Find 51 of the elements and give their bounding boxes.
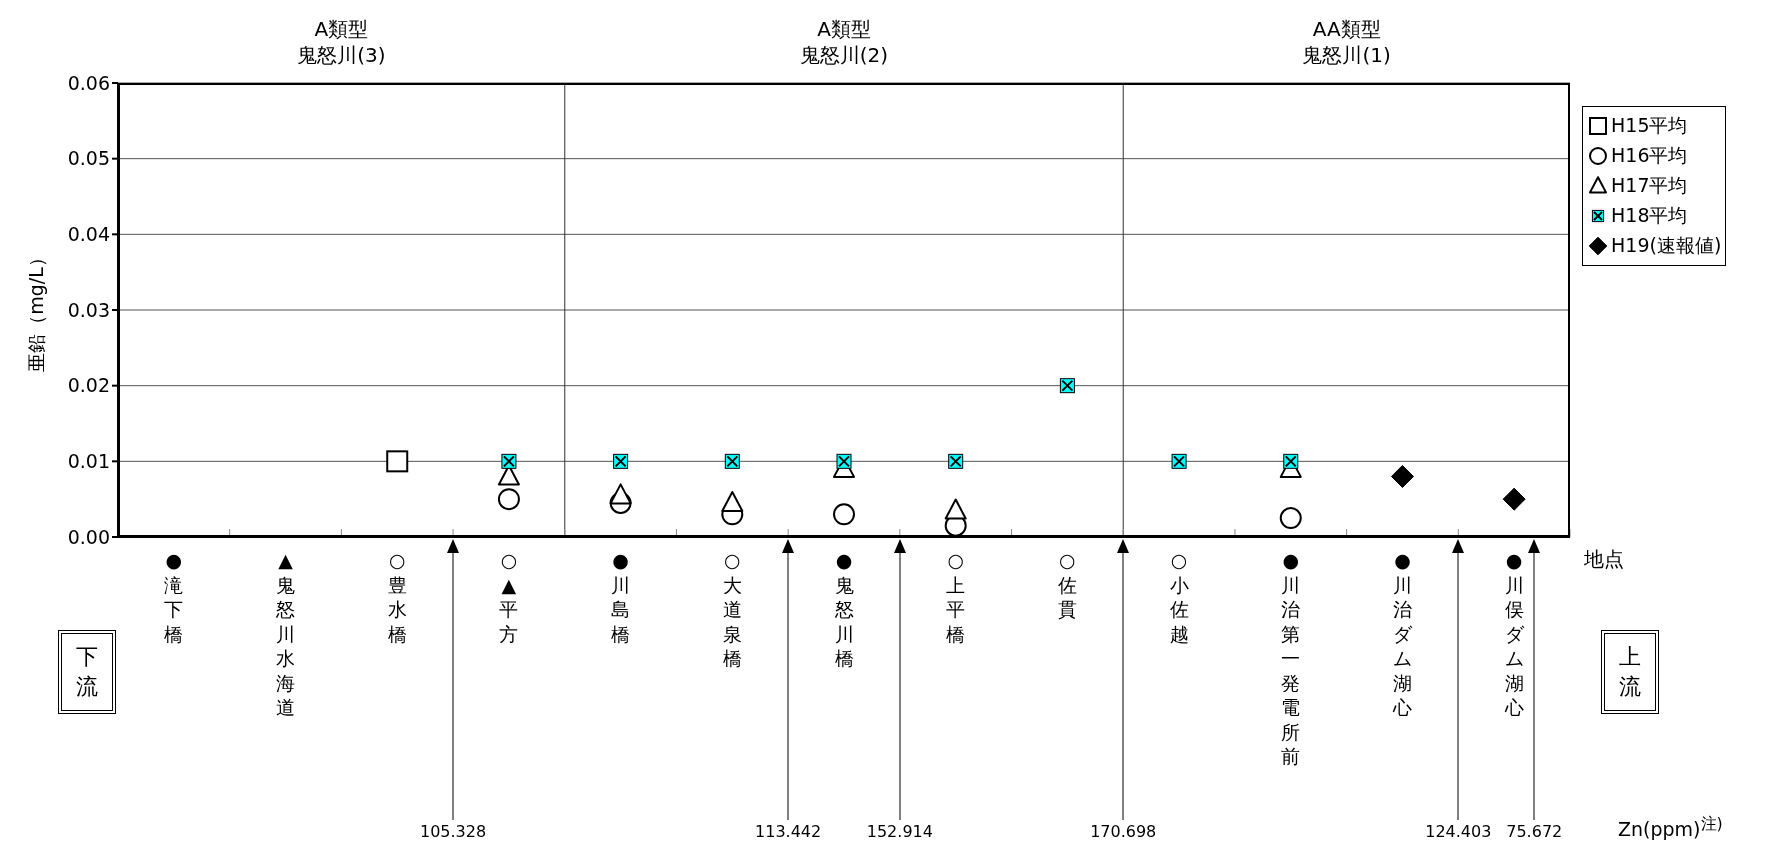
- text: A類型: [816, 16, 872, 42]
- x-tick-label: ○▲平方: [499, 549, 519, 645]
- y-tick-label: 0.02: [67, 374, 110, 397]
- x-tick-label: ○豊水橋: [387, 549, 407, 645]
- x-tick-label: ○佐貫: [1057, 549, 1077, 620]
- point: [944, 498, 967, 520]
- point: [1502, 487, 1526, 511]
- y-tick-label: 0.05: [67, 147, 110, 170]
- text: Zn(ppm)$^{注)}$: [1618, 814, 1723, 841]
- point: [833, 503, 855, 526]
- text: 鬼怒川(1): [1301, 42, 1392, 68]
- y-tick-label: 0.06: [67, 71, 110, 94]
- point: [721, 490, 744, 512]
- text: 下流: [75, 643, 99, 701]
- text: 鬼怒川(2): [798, 42, 890, 68]
- x-tick-label: ○大道泉橋: [722, 549, 742, 669]
- text: 鬼怒川(3): [296, 42, 387, 68]
- y-axis-title: 亜鉛（mg/L）: [24, 248, 47, 372]
- x-tick-label: ○小佐越: [1169, 549, 1189, 645]
- x-tick-label: ●滝下橋: [164, 549, 184, 645]
- x-tick-label: ○上平橋: [946, 549, 966, 645]
- legend-label: H16平均: [1611, 143, 1688, 168]
- text: 地点: [1584, 546, 1624, 573]
- text: AA類型: [1311, 16, 1382, 42]
- legend-label: H19(速報値): [1611, 233, 1722, 258]
- y-tick-label: 0.03: [67, 298, 110, 321]
- text: 124.403: [1425, 822, 1492, 841]
- x-tick-label: ●川俣ダム湖心: [1503, 549, 1525, 718]
- x-tick-label: ●鬼怒川橋: [833, 549, 854, 669]
- point: [1390, 464, 1414, 488]
- y-tick-label: 0.04: [67, 223, 110, 246]
- y-tick-label: 0.00: [67, 525, 110, 548]
- legend-label: H15平均: [1611, 113, 1688, 138]
- text: 105.328: [418, 822, 488, 841]
- legend-label: H18平均: [1611, 203, 1688, 228]
- point: [386, 450, 409, 473]
- point: [609, 483, 632, 505]
- x-tick-label: ●川治ダム湖心: [1391, 549, 1413, 718]
- text: 75.672: [1506, 822, 1563, 841]
- text: 113.442: [754, 822, 823, 841]
- x-tick-label: ▲鬼怒川水海道: [275, 549, 296, 718]
- text: 152.914: [865, 822, 934, 841]
- category-label: ●川治第一発電所前: [1281, 549, 1301, 767]
- x-tick-label: ●川島橋: [611, 549, 631, 645]
- text: A類型: [313, 16, 370, 42]
- text: 170.698: [1089, 822, 1158, 841]
- point: [1279, 507, 1302, 530]
- legend-label: H17平均: [1611, 173, 1688, 198]
- text: 上流: [1618, 643, 1642, 701]
- y-tick-label: 0.01: [67, 450, 110, 473]
- point: [497, 488, 520, 511]
